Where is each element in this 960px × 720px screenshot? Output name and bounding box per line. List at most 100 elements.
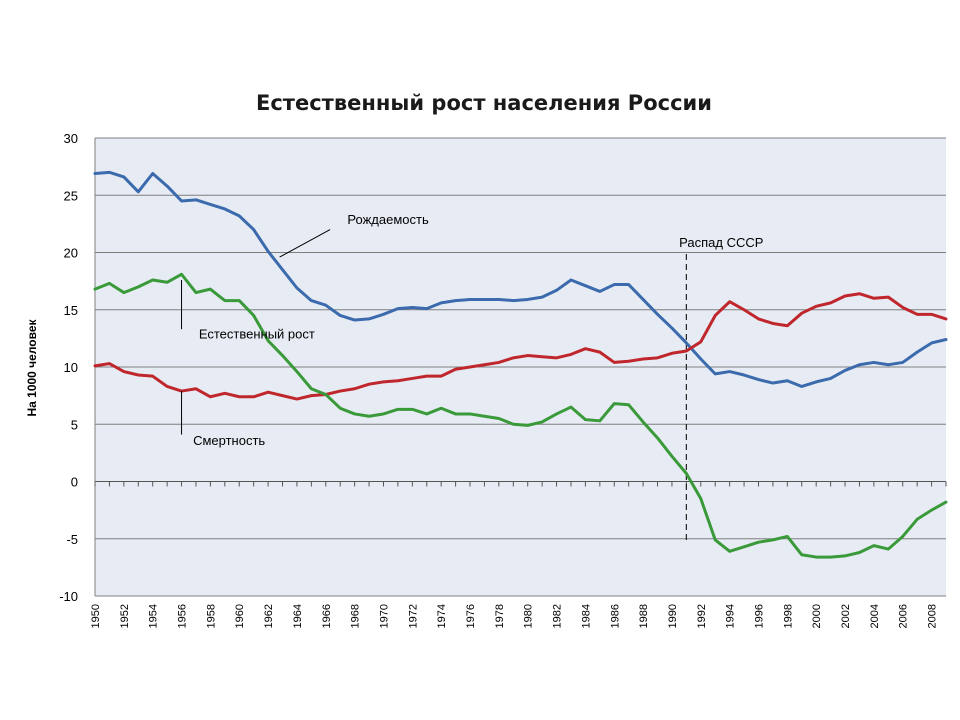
y-tick-label: -5 — [66, 532, 78, 547]
data-point — [555, 357, 557, 359]
x-tick-label: 2006 — [898, 604, 910, 628]
data-point — [137, 374, 139, 376]
data-point — [426, 413, 428, 415]
data-point — [512, 423, 514, 425]
data-point — [108, 362, 110, 364]
data-point — [411, 377, 413, 379]
data-point — [728, 550, 730, 552]
x-tick-label: 1998 — [782, 604, 794, 628]
chart-title: Естественный рост населения России — [256, 91, 712, 115]
x-tick-label: 1966 — [321, 604, 333, 628]
x-tick-label: 2004 — [869, 604, 881, 628]
data-point — [411, 306, 413, 308]
data-point — [829, 556, 831, 558]
data-point — [844, 369, 846, 371]
data-point — [469, 413, 471, 415]
data-point — [642, 421, 644, 423]
data-point — [930, 342, 932, 344]
data-point — [454, 413, 456, 415]
data-point — [296, 370, 298, 372]
data-point — [281, 268, 283, 270]
x-tick-label: 2000 — [811, 604, 823, 628]
data-point — [627, 404, 629, 406]
data-point — [815, 556, 817, 558]
data-point — [166, 385, 168, 387]
data-point — [887, 548, 889, 550]
x-tick-label: 1986 — [609, 604, 621, 628]
annotation-label: Распад СССР — [679, 235, 763, 250]
data-point — [772, 539, 774, 541]
data-point — [930, 509, 932, 511]
data-point — [151, 375, 153, 377]
data-point — [584, 285, 586, 287]
data-point — [209, 203, 211, 205]
x-tick-label: 1988 — [638, 604, 650, 628]
x-tick-label: 1950 — [90, 604, 102, 628]
data-point — [829, 377, 831, 379]
data-point — [310, 394, 312, 396]
data-point — [397, 307, 399, 309]
data-point — [267, 391, 269, 393]
x-tick-label: 1978 — [494, 604, 506, 628]
data-point — [656, 313, 658, 315]
data-point — [94, 365, 96, 367]
data-point — [368, 383, 370, 385]
data-point — [224, 208, 226, 210]
data-point — [757, 318, 759, 320]
data-point — [700, 358, 702, 360]
data-point — [483, 415, 485, 417]
data-point — [339, 314, 341, 316]
data-point — [180, 273, 182, 275]
data-point — [613, 361, 615, 363]
data-point — [180, 200, 182, 202]
data-point — [844, 555, 846, 557]
data-point — [368, 318, 370, 320]
data-point — [123, 291, 125, 293]
data-point — [570, 353, 572, 355]
y-axis: 302520151050-5-10 — [59, 131, 95, 604]
data-point — [642, 358, 644, 360]
data-point — [123, 176, 125, 178]
data-point — [700, 497, 702, 499]
data-point — [772, 322, 774, 324]
data-point — [339, 390, 341, 392]
data-point — [555, 289, 557, 291]
data-point — [469, 298, 471, 300]
data-point — [902, 361, 904, 363]
data-point — [238, 215, 240, 217]
data-point — [656, 357, 658, 359]
data-point — [858, 364, 860, 366]
x-tick-label: 1952 — [119, 604, 131, 628]
data-point — [498, 361, 500, 363]
data-point — [887, 296, 889, 298]
data-point — [714, 314, 716, 316]
data-point — [238, 396, 240, 398]
data-point — [902, 306, 904, 308]
data-point — [325, 304, 327, 306]
data-point — [570, 406, 572, 408]
x-tick-label: 1976 — [465, 604, 477, 628]
data-point — [137, 286, 139, 288]
data-point — [873, 544, 875, 546]
data-point — [627, 360, 629, 362]
data-point — [498, 298, 500, 300]
data-point — [627, 283, 629, 285]
data-point — [642, 298, 644, 300]
data-point — [382, 413, 384, 415]
data-point — [887, 364, 889, 366]
data-point — [714, 373, 716, 375]
data-point — [599, 290, 601, 292]
data-point — [224, 299, 226, 301]
data-point — [195, 199, 197, 201]
data-point — [527, 424, 529, 426]
data-point — [728, 301, 730, 303]
x-tick-label: 1960 — [234, 604, 246, 628]
data-point — [613, 283, 615, 285]
data-point — [296, 287, 298, 289]
data-point — [757, 541, 759, 543]
x-tick-label: 1970 — [378, 604, 390, 628]
data-point — [267, 250, 269, 252]
data-point — [353, 388, 355, 390]
data-point — [238, 299, 240, 301]
